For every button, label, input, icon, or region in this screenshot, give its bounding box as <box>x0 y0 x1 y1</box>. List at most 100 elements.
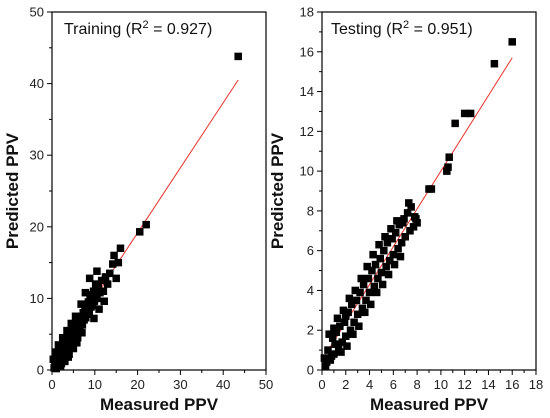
x-tick-label: 14 <box>481 377 495 392</box>
data-point <box>101 273 110 281</box>
x-tick-label: 6 <box>390 377 397 392</box>
data-point <box>93 267 101 275</box>
data-point <box>77 300 85 308</box>
data-point <box>357 274 365 283</box>
y-tick-label: 4 <box>307 283 314 298</box>
data-point <box>343 342 351 350</box>
data-point <box>403 209 412 217</box>
y-tick-label: 30 <box>30 148 44 163</box>
data-point <box>443 167 451 175</box>
x-tick-label: 0 <box>48 377 55 392</box>
data-point <box>85 307 93 316</box>
data-point <box>69 336 77 345</box>
data-point <box>352 296 361 305</box>
data-point <box>52 364 61 373</box>
data-point <box>69 344 78 353</box>
data-point <box>336 322 344 330</box>
data-point <box>54 341 63 349</box>
x-tick-label: 4 <box>366 377 373 392</box>
x-tick-label: 10 <box>88 377 102 392</box>
data-point <box>384 270 393 279</box>
data-point <box>110 251 118 260</box>
data-point <box>368 266 376 275</box>
data-point <box>73 334 82 342</box>
data-point <box>328 334 337 342</box>
data-point <box>321 362 330 370</box>
data-point <box>383 238 392 247</box>
data-point <box>331 340 339 348</box>
data-point <box>390 260 399 269</box>
data-point <box>409 223 418 231</box>
data-point <box>330 324 338 332</box>
x-tick-label: 16 <box>505 377 519 392</box>
data-point <box>116 244 125 253</box>
data-point <box>401 232 409 241</box>
data-point <box>71 312 80 321</box>
data-point <box>389 250 398 259</box>
data-point <box>369 250 377 259</box>
data-point <box>388 234 396 243</box>
x-axis-label: Measured PPV <box>100 395 219 414</box>
y-tick-label: 0 <box>307 363 314 378</box>
y-tick-label: 20 <box>30 219 44 234</box>
x-tick-label: 10 <box>434 377 448 392</box>
data-point <box>320 354 329 362</box>
data-point <box>93 294 101 303</box>
data-point <box>359 280 368 289</box>
data-point <box>347 300 356 309</box>
data-point <box>362 296 370 305</box>
data-point <box>332 328 341 336</box>
x-tick-label: 30 <box>173 377 187 392</box>
data-point <box>64 353 73 361</box>
data-point <box>64 344 73 352</box>
data-point <box>58 334 67 342</box>
x-tick-label: 40 <box>216 377 230 392</box>
data-point <box>376 254 385 263</box>
data-point <box>405 199 413 207</box>
data-point <box>410 213 419 221</box>
y-tick-label: 40 <box>30 76 44 91</box>
data-point <box>340 318 349 327</box>
data-point <box>444 163 452 171</box>
x-tick-label: 18 <box>529 377 543 392</box>
data-point <box>397 238 406 247</box>
y-tick-label: 10 <box>300 164 314 179</box>
chart-title: Training (R2 = 0.927) <box>64 19 212 38</box>
data-point <box>365 288 374 297</box>
data-point <box>345 294 354 303</box>
y-axis-label: Predicted PPV <box>268 132 287 249</box>
data-point <box>349 330 357 338</box>
data-point <box>393 217 401 225</box>
y-tick-label: 18 <box>300 5 314 20</box>
data-point <box>366 300 375 309</box>
data-point <box>51 348 60 356</box>
data-point <box>57 359 66 368</box>
data-point <box>396 252 405 261</box>
data-point <box>391 229 400 237</box>
data-point <box>375 240 383 249</box>
data-point <box>90 314 98 323</box>
data-point <box>100 297 108 306</box>
data-point <box>60 351 69 359</box>
data-point <box>371 260 380 269</box>
data-point <box>67 319 76 328</box>
data-point <box>386 256 394 265</box>
data-point <box>413 219 421 227</box>
y-tick-label: 14 <box>300 84 314 99</box>
data-point <box>135 228 144 236</box>
data-point <box>344 308 352 317</box>
data-point <box>358 304 367 313</box>
data-point <box>95 305 103 313</box>
data-point <box>49 355 58 364</box>
data-point <box>394 244 402 253</box>
data-point <box>97 276 106 285</box>
data-point <box>339 306 348 315</box>
y-tick-label: 12 <box>300 124 314 139</box>
data-point <box>406 227 414 235</box>
data-point <box>508 38 516 46</box>
data-point <box>99 287 108 295</box>
data-point <box>323 358 331 366</box>
data-point <box>353 310 362 319</box>
data-point <box>142 220 150 229</box>
data-point <box>380 246 388 255</box>
